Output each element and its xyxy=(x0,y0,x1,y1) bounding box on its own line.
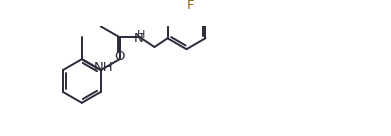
Text: H: H xyxy=(137,30,146,40)
Text: O: O xyxy=(115,50,125,63)
Text: NH: NH xyxy=(94,61,114,74)
Text: N: N xyxy=(133,32,143,45)
Text: F: F xyxy=(187,0,194,12)
